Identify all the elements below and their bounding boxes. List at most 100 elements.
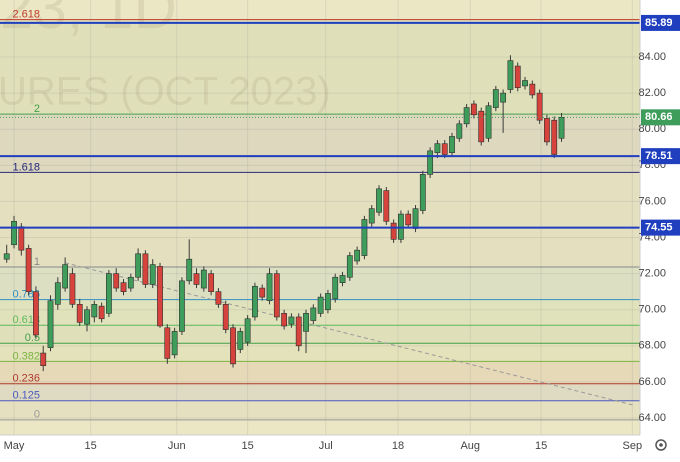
last-price-label: 80.66 bbox=[645, 111, 673, 123]
candle-body bbox=[252, 285, 258, 318]
candle-body bbox=[492, 89, 499, 108]
candle-body bbox=[346, 255, 353, 278]
candle-body bbox=[193, 273, 200, 285]
fib-band bbox=[0, 172, 640, 267]
level-box bbox=[641, 148, 680, 165]
fib-band bbox=[0, 343, 640, 362]
level-label: 74.55 bbox=[645, 222, 673, 234]
level-box bbox=[641, 14, 680, 31]
candle-body bbox=[179, 280, 185, 332]
candle-body bbox=[62, 264, 69, 289]
candle-body bbox=[11, 220, 17, 246]
candle-body bbox=[310, 307, 317, 321]
candle-body bbox=[142, 253, 149, 285]
x-tick-label: May bbox=[4, 440, 25, 452]
settings-gear-center[interactable] bbox=[659, 443, 663, 447]
candle-body bbox=[449, 136, 455, 154]
settings-icon[interactable] bbox=[655, 439, 667, 451]
watermark-text: 23, 1D bbox=[0, 0, 177, 41]
fib-band bbox=[0, 266, 640, 300]
y-tick-label: 64.00 bbox=[638, 412, 666, 424]
watermark: 23, 1D URES (OCT 2023) bbox=[0, 0, 331, 114]
candle-body bbox=[266, 273, 273, 302]
last-price-box bbox=[641, 109, 680, 126]
candle-body bbox=[98, 305, 105, 320]
x-tick-label: Jun bbox=[168, 440, 186, 452]
x-tick-label: Sep bbox=[623, 440, 643, 452]
x-tick-label: Aug bbox=[460, 440, 480, 452]
fib-band bbox=[0, 361, 640, 384]
candle-body bbox=[412, 208, 419, 229]
level-box bbox=[641, 219, 680, 236]
candle-body bbox=[135, 253, 142, 278]
fib-label: 2.618 bbox=[12, 9, 40, 21]
y-tick-label: 68.00 bbox=[638, 340, 666, 352]
fib-label: 0.382 bbox=[12, 350, 40, 362]
candle-body bbox=[91, 304, 98, 318]
candle-body bbox=[529, 83, 536, 96]
fib-levels: 2.61821.61810.7860.6180.50.3820.2360.125… bbox=[0, 9, 640, 421]
y-tick-label: 84.00 bbox=[638, 51, 666, 63]
y-tick-label: 66.00 bbox=[638, 376, 666, 388]
fib-label: 0 bbox=[34, 409, 40, 421]
candle-body bbox=[303, 313, 309, 332]
candle-body bbox=[419, 174, 426, 211]
candle-body bbox=[47, 300, 54, 348]
y-tick-label: 72.00 bbox=[638, 268, 666, 280]
candle-body bbox=[120, 282, 127, 292]
settings-gear[interactable] bbox=[655, 439, 667, 451]
candle-body bbox=[514, 65, 521, 89]
candle-body bbox=[317, 296, 324, 314]
candle-body bbox=[113, 273, 120, 289]
candle-body bbox=[273, 273, 280, 318]
candle-body bbox=[427, 150, 434, 175]
x-tick-label: 15 bbox=[85, 440, 97, 452]
candle-body bbox=[237, 331, 244, 350]
level-label: 85.89 bbox=[645, 17, 673, 29]
candle-body bbox=[25, 248, 32, 292]
x-tick-label: 18 bbox=[392, 440, 404, 452]
candle-body bbox=[215, 291, 222, 305]
candle-body bbox=[361, 219, 368, 256]
candle-body bbox=[456, 123, 463, 139]
candle-body bbox=[332, 276, 339, 300]
candle-body bbox=[558, 117, 565, 139]
candle-body bbox=[3, 253, 10, 260]
watermark-text: URES (OCT 2023) bbox=[0, 70, 331, 114]
candles bbox=[3, 55, 565, 372]
candle-body bbox=[544, 118, 550, 143]
axes: 64.0066.0068.0070.0072.0074.0076.0078.00… bbox=[4, 14, 680, 452]
candle-body bbox=[208, 273, 215, 292]
fib-label: 1 bbox=[34, 256, 40, 268]
candle-body bbox=[244, 318, 251, 343]
candle-body bbox=[106, 273, 112, 314]
fib-band bbox=[0, 19, 640, 115]
candle-body bbox=[390, 222, 397, 240]
candle-body bbox=[157, 266, 163, 327]
x-tick-label: 15 bbox=[241, 440, 253, 452]
candle-body bbox=[354, 249, 361, 262]
levels bbox=[0, 21, 640, 229]
candle-body bbox=[230, 327, 236, 365]
candle-body bbox=[295, 316, 302, 347]
plot-background bbox=[0, 0, 640, 435]
x-tick-label: 15 bbox=[535, 440, 547, 452]
candle-body bbox=[536, 92, 543, 121]
candle-body bbox=[383, 190, 390, 222]
candle-body bbox=[18, 226, 25, 251]
candle-body bbox=[485, 105, 492, 139]
fib-band bbox=[0, 325, 640, 344]
candle-body bbox=[368, 208, 375, 224]
candle-body bbox=[84, 309, 90, 325]
candle-body bbox=[259, 287, 266, 298]
fib-label: 1.618 bbox=[12, 161, 40, 173]
candle-body bbox=[76, 304, 83, 323]
y-tick-label: 76.00 bbox=[638, 195, 666, 207]
candle-body bbox=[434, 143, 441, 154]
candle-body bbox=[551, 119, 558, 155]
candle-body bbox=[281, 313, 288, 327]
fib-label: 0.236 bbox=[12, 373, 40, 385]
y-tick-label: 70.00 bbox=[638, 304, 666, 316]
candle-body bbox=[441, 143, 448, 155]
